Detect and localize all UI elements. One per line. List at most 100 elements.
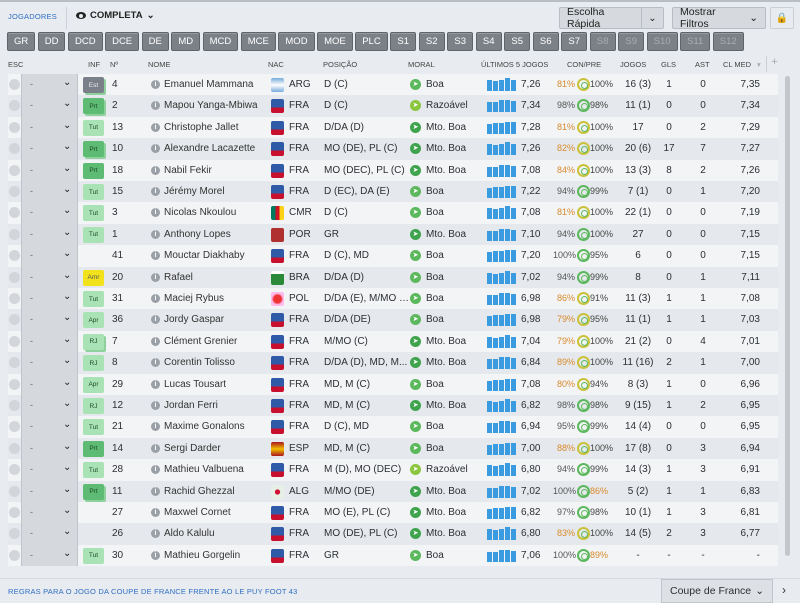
position-filter-s1[interactable]: S1 (390, 32, 417, 51)
player-row[interactable]: - ⌄ Tut 13 i Christophe Jallet FRA D/DA (D) ➤ Mto… (8, 116, 778, 139)
player-name[interactable]: Alexandre Lacazette (164, 143, 256, 155)
position-filter-s11[interactable]: S11 (680, 32, 711, 51)
player-name[interactable]: Nabil Fekir (164, 164, 212, 176)
position-filter-s3[interactable]: S3 (447, 32, 474, 51)
info-icon[interactable]: i (151, 315, 160, 325)
select-checkbox[interactable] (9, 164, 20, 176)
info-icon[interactable]: i (151, 101, 160, 111)
selection-dropdown[interactable]: - ⌄ (21, 288, 78, 310)
player-name[interactable]: Rafael (164, 271, 193, 283)
selection-dropdown[interactable]: - ⌄ (21, 223, 78, 246)
selection-dropdown[interactable]: - ⌄ (21, 416, 78, 439)
player-name[interactable]: Nicolas Nkoulou (164, 207, 237, 219)
selection-dropdown[interactable]: - ⌄ (21, 202, 78, 225)
player-name[interactable]: Jordy Gaspar (164, 314, 225, 326)
player-name[interactable]: Clément Grenier (164, 335, 238, 347)
position-filter-plc[interactable]: PLC (355, 32, 388, 51)
info-icon[interactable]: i (151, 550, 160, 560)
info-badge[interactable]: Tut (83, 419, 104, 436)
info-icon[interactable]: i (151, 80, 160, 89)
player-row[interactable]: - ⌄ Prt 14 i Sergi Darder ESP MD, M (C) ➤ Boa 7,00… (8, 437, 778, 460)
player-name[interactable]: Maxwel Cornet (164, 507, 231, 518)
player-row[interactable]: - ⌄ Tut 15 i Jérémy Morel FRA D (EC), DA (E) ➤ Bo… (8, 181, 778, 203)
info-badge[interactable]: Prt (83, 162, 104, 179)
info-icon[interactable]: i (151, 144, 160, 154)
info-badge[interactable]: RJ (83, 355, 104, 372)
select-checkbox[interactable] (9, 464, 20, 476)
selection-dropdown[interactable]: - ⌄ (21, 330, 78, 353)
position-filter-s7[interactable]: S7 (561, 32, 588, 51)
select-checkbox[interactable] (9, 121, 20, 133)
position-filter-dcd[interactable]: DCD (67, 32, 103, 51)
col-num[interactable]: Nº (110, 60, 119, 69)
selection-dropdown[interactable]: - ⌄ (21, 480, 78, 503)
info-icon[interactable]: i (151, 294, 160, 303)
info-badge[interactable]: Prt (83, 98, 104, 115)
selection-dropdown[interactable]: - ⌄ (21, 74, 78, 96)
quick-pick-button[interactable]: Escolha Rápida ⌄ (559, 6, 664, 30)
col-ast[interactable]: AST (695, 60, 710, 69)
position-filter-mce[interactable]: MCE (240, 32, 276, 51)
player-name[interactable]: Mouctar Diakhaby (164, 250, 245, 262)
info-badge[interactable]: Tut (83, 184, 104, 200)
position-filter-dce[interactable]: DCE (105, 32, 140, 51)
player-name[interactable]: Jérémy Morel (164, 186, 225, 197)
info-badge[interactable]: Tut (83, 291, 104, 307)
player-name[interactable]: Maxime Gonalons (164, 421, 245, 433)
show-filters-button[interactable]: Mostrar Filtros ⌄ (672, 6, 766, 30)
select-checkbox[interactable] (9, 378, 20, 390)
select-checkbox[interactable] (9, 549, 20, 561)
position-filter-mcd[interactable]: MCD (202, 32, 239, 51)
player-row[interactable]: - ⌄ Est 4 i Emanuel Mammana ARG D (C) ➤ Boa 7,26 81… (8, 74, 778, 96)
select-checkbox[interactable] (9, 207, 20, 219)
position-filter-s9[interactable]: S9 (618, 32, 645, 51)
selection-dropdown[interactable]: - ⌄ (21, 544, 78, 566)
select-checkbox[interactable] (9, 400, 20, 411)
info-badge[interactable]: Tut (83, 547, 104, 564)
position-filter-s8[interactable]: S8 (589, 32, 616, 51)
info-badge[interactable]: Prt (83, 141, 104, 158)
player-row[interactable]: - ⌄ Tut 30 i Mathieu Gorgelin FRA GR ➤ Boa 7,06 100… (8, 544, 778, 566)
position-filter-s10[interactable]: S10 (646, 32, 678, 51)
selection-dropdown[interactable]: - ⌄ (21, 309, 78, 332)
position-filter-s12[interactable]: S12 (712, 32, 744, 51)
info-icon[interactable]: i (151, 251, 160, 261)
info-icon[interactable]: i (151, 401, 160, 410)
info-badge[interactable]: Tut (83, 226, 104, 243)
player-row[interactable]: - ⌄ RJ 8 i Corentin Tolisso FRA D/DA (D), MD, M… (8, 352, 778, 374)
sort-arrow-icon[interactable]: ▾ (757, 60, 761, 69)
position-filter-s6[interactable]: S6 (532, 32, 559, 51)
section-title[interactable]: JOGADORES (8, 12, 57, 21)
select-checkbox[interactable] (9, 528, 20, 540)
info-icon[interactable]: i (151, 336, 160, 346)
player-row[interactable]: - ⌄ Apr 36 i Jordy Gaspar FRA D/DA (DE) ➤ Boa 6,98… (8, 309, 778, 332)
info-icon[interactable]: i (151, 486, 160, 496)
info-badge[interactable]: Tut (83, 119, 104, 136)
chevron-down-icon[interactable]: ⌄ (641, 8, 663, 28)
info-badge[interactable]: Apr (83, 376, 104, 393)
match-rules-link[interactable]: REGRAS PARA O JOGO DA COUPE DE FRANCE FR… (8, 587, 298, 596)
col-esc[interactable]: ESC (8, 60, 24, 69)
position-filter-mod[interactable]: MOD (278, 32, 315, 51)
player-row[interactable]: - ⌄ Tut 28 i Mathieu Valbuena FRA M (D), MO (DE… (8, 459, 778, 481)
scrollbar[interactable] (785, 76, 790, 556)
player-name[interactable]: Emanuel Mammana (164, 79, 254, 90)
selection-dropdown[interactable]: - ⌄ (21, 459, 78, 481)
player-name[interactable]: Lucas Tousart (164, 378, 227, 390)
select-checkbox[interactable] (9, 293, 20, 304)
col-conpre[interactable]: CON/PRE (567, 60, 602, 69)
player-name[interactable]: Mathieu Gorgelin (164, 549, 241, 561)
player-name[interactable]: Christophe Jallet (164, 121, 239, 133)
player-row[interactable]: - ⌄ Prt 2 i Mapou Yanga-Mbiwa FRA D (C) ➤ Razoáve… (8, 95, 778, 118)
info-icon[interactable]: i (151, 508, 160, 517)
selection-dropdown[interactable]: - ⌄ (21, 352, 78, 374)
info-badge[interactable]: RJ (83, 398, 104, 414)
info-icon[interactable]: i (151, 165, 160, 175)
player-name[interactable]: Mapou Yanga-Mbiwa (164, 100, 258, 112)
select-checkbox[interactable] (9, 271, 20, 283)
lock-icon[interactable]: 🔒 (770, 7, 794, 29)
player-row[interactable]: - ⌄ Prt 10 i Alexandre Lacazette FRA MO (DE), P… (8, 138, 778, 160)
position-filter-de[interactable]: DE (141, 32, 169, 51)
info-badge[interactable]: Tut (83, 462, 104, 479)
info-badge[interactable]: Prt (83, 483, 104, 500)
